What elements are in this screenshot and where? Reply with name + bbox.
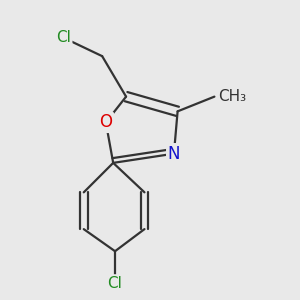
Text: N: N [168,145,180,163]
Text: O: O [99,113,112,131]
Text: Cl: Cl [56,30,71,45]
Text: CH₃: CH₃ [218,89,246,104]
Text: Cl: Cl [108,276,122,291]
